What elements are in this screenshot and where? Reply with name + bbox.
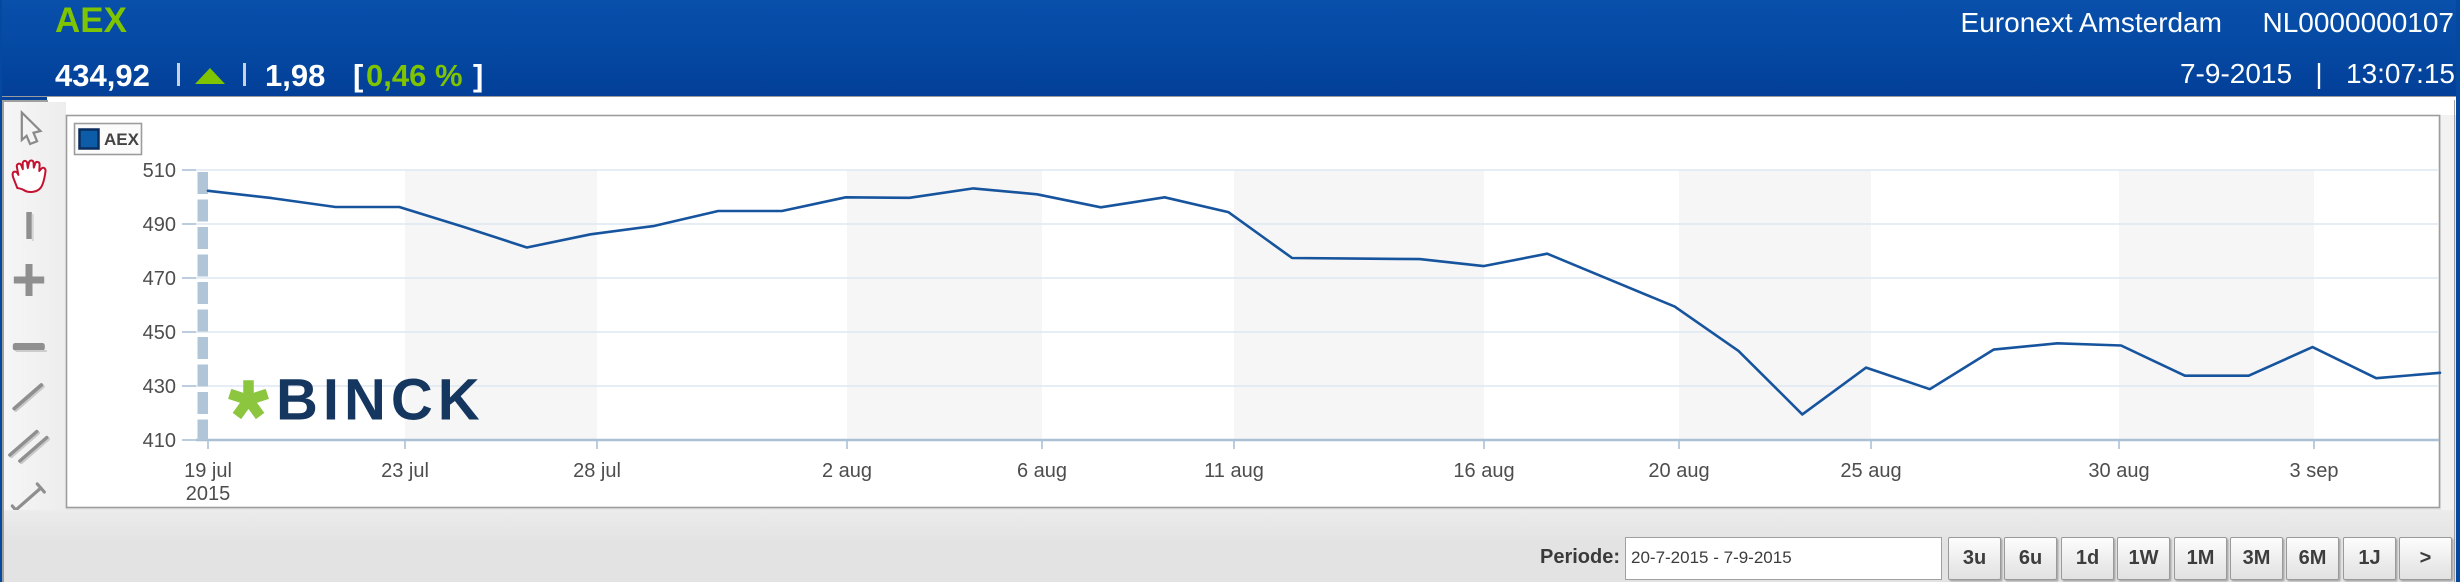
- svg-text:28 jul: 28 jul: [573, 460, 621, 482]
- svg-text:450: 450: [143, 322, 176, 344]
- svg-text:BINCK: BINCK: [276, 368, 485, 433]
- svg-text:2 aug: 2 aug: [822, 460, 872, 482]
- svg-text:16 aug: 16 aug: [1453, 460, 1514, 482]
- svg-text:490: 490: [143, 214, 176, 236]
- svg-text:410: 410: [143, 430, 176, 452]
- svg-text:510: 510: [143, 160, 176, 182]
- svg-text:3 sep: 3 sep: [2290, 460, 2339, 482]
- svg-text:20 aug: 20 aug: [1648, 460, 1709, 482]
- svg-text:470: 470: [143, 268, 176, 290]
- svg-text:430: 430: [143, 376, 176, 398]
- svg-text:2015: 2015: [186, 483, 231, 505]
- svg-text:6 aug: 6 aug: [1017, 460, 1067, 482]
- svg-text:30 aug: 30 aug: [2088, 460, 2149, 482]
- svg-text:AEX: AEX: [104, 130, 140, 149]
- svg-text:19 jul: 19 jul: [184, 460, 232, 482]
- svg-text:25 aug: 25 aug: [1840, 460, 1901, 482]
- svg-text:11 aug: 11 aug: [1204, 460, 1264, 482]
- svg-text:23 jul: 23 jul: [381, 460, 429, 482]
